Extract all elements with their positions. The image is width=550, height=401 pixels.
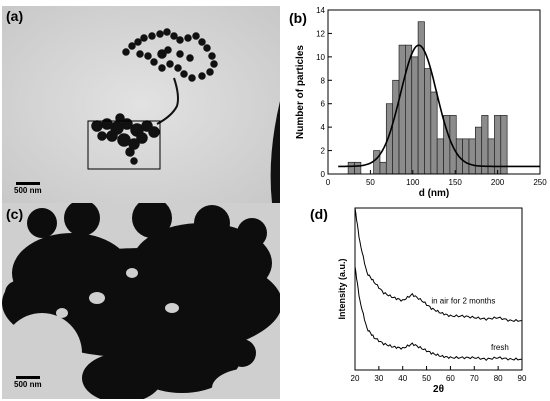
x-tick-label: 80 — [494, 374, 503, 383]
y-tick-label: 14 — [316, 6, 325, 15]
y-tick-label: 2 — [321, 147, 326, 156]
series-line-1 — [354, 266, 523, 362]
y-tick-label: 0 — [321, 170, 326, 179]
y-tick-label: 6 — [321, 100, 326, 109]
panel-label-a: (a) — [6, 8, 24, 24]
series-line-0 — [354, 207, 523, 322]
panel-label-b: (b) — [289, 10, 307, 26]
x-tick-label: 60 — [446, 374, 455, 383]
x-tick-label: 200 — [491, 178, 505, 187]
scale-label-a: 500 nm — [14, 186, 42, 195]
histogram-bar — [398, 44, 406, 175]
histogram-bar — [468, 138, 476, 175]
x-tick-label: 50 — [366, 178, 375, 187]
x-axis-label: d (nm) — [419, 188, 450, 199]
y-axis-label: Number of particles — [295, 45, 306, 139]
tem-image-a — [2, 6, 280, 203]
xrd-chart: 20 30 40 50 60 70 80 90 in air for 2 months fresh… — [337, 207, 527, 395]
x-tick-label: 100 — [406, 178, 420, 187]
y-tick-label: 4 — [321, 123, 326, 132]
histogram-bar — [474, 126, 483, 175]
scale-bar-c — [16, 376, 40, 379]
series-label-fresh: fresh — [491, 343, 509, 352]
histogram-bar — [500, 115, 508, 175]
plot-frame — [327, 9, 541, 175]
histogram-bar — [430, 91, 438, 175]
histogram-bar — [411, 56, 419, 175]
histogram-bar — [354, 161, 362, 175]
histogram-bar — [373, 150, 381, 175]
histogram-bar — [449, 115, 457, 175]
histogram-bar — [487, 138, 495, 175]
x-tick-label: 0 — [326, 178, 331, 187]
fit-curve — [338, 44, 540, 168]
tem-image-c — [2, 203, 280, 399]
histogram-bar — [424, 68, 432, 175]
histogram-bar — [379, 161, 387, 175]
panel-label-c: (c) — [6, 206, 24, 222]
histogram-bar — [392, 79, 400, 175]
scale-label-c: 500 nm — [14, 380, 42, 389]
x-tick-label: 70 — [470, 374, 479, 383]
scale-bar-a — [16, 182, 40, 185]
x-tick-label: 50 — [422, 374, 431, 383]
y-tick-label: 8 — [321, 76, 326, 85]
y-tick-label: 12 — [316, 29, 325, 38]
panel-label-d: (d) — [310, 206, 328, 222]
x-tick-label: 40 — [398, 374, 407, 383]
x-tick-label: 250 — [533, 178, 547, 187]
histogram-bar — [494, 115, 502, 175]
histogram-bar — [347, 161, 355, 175]
y-tick-label: 10 — [316, 53, 325, 62]
histogram-bar — [481, 115, 489, 175]
histogram-bar — [436, 138, 444, 175]
x-tick-label: 20 — [351, 374, 360, 383]
series-label-air: in air for 2 months — [431, 297, 495, 306]
y-axis-label: Intensity (a.u.) — [337, 258, 347, 319]
histogram-bar — [462, 138, 470, 175]
plot-frame — [354, 207, 523, 371]
x-axis-label: 2θ — [433, 384, 444, 395]
x-tick-label: 30 — [374, 374, 383, 383]
x-tick-label: 90 — [518, 374, 527, 383]
x-tick-label: 150 — [449, 178, 463, 187]
histogram-chart: 0 50 100 150 200 250 0 2 4 6 8 10 12 14 d (nm) Number o… — [295, 6, 547, 199]
